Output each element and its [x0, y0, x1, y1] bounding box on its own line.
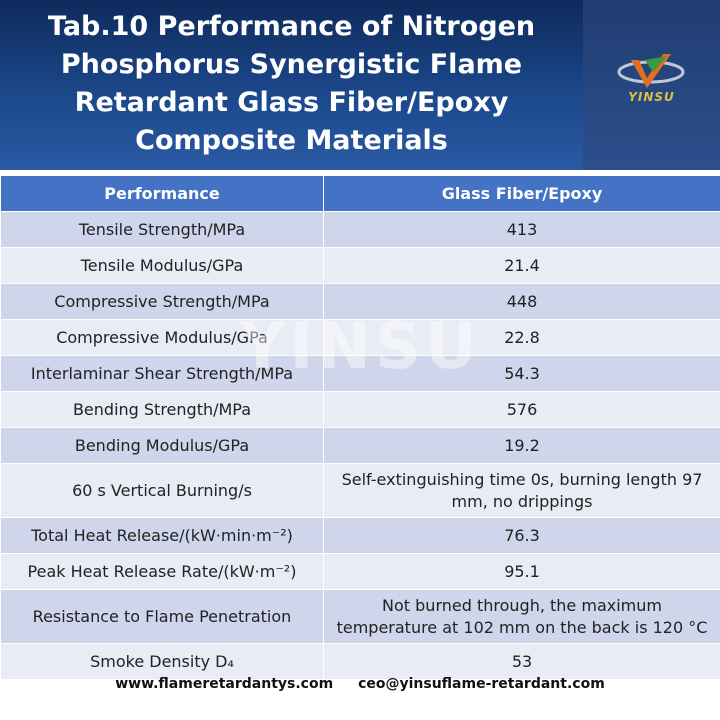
table-row: Peak Heat Release Rate/(kW·m⁻²) 95.1 [0, 553, 720, 590]
value-cell: 53 [323, 643, 720, 680]
table-row: Smoke Density D₄ 53 [0, 643, 720, 680]
table-row: Interlaminar Shear Strength/MPa 54.3 [0, 355, 720, 392]
property-cell: Tensile Modulus/GPa [0, 247, 324, 284]
table-row: Bending Modulus/GPa 19.2 [0, 427, 720, 464]
property-cell: Smoke Density D₄ [0, 643, 324, 680]
property-cell: 60 s Vertical Burning/s [0, 463, 324, 518]
logo-mark [617, 54, 685, 88]
value-cell: Self-extinguishing time 0s, burning leng… [323, 463, 720, 518]
table-row: Total Heat Release/(kW·min·m⁻²) 76.3 [0, 517, 720, 554]
value-cell: 76.3 [323, 517, 720, 554]
value-cell: 413 [323, 211, 720, 248]
property-cell: Compressive Strength/MPa [0, 283, 324, 320]
table: Performance Glass Fiber/Epoxy Tensile Str… [0, 175, 720, 680]
email: ceo@yinsuflame-retardant.com [358, 676, 605, 692]
table-row: Compressive Modulus/GPa 22.8 [0, 319, 720, 356]
property-cell: Compressive Modulus/GPa [0, 319, 324, 356]
footer: www.flameretardantys.com ceo@yinsuflame-… [0, 676, 720, 692]
table-row: Compressive Strength/MPa 448 [0, 283, 720, 320]
table-row: Tensile Strength/MPa 413 [0, 211, 720, 248]
logo-text: YINSU [628, 90, 675, 104]
table-row: Bending Strength/MPa 576 [0, 391, 720, 428]
property-cell: Resistance to Flame Penetration [0, 589, 324, 644]
property-cell: Bending Modulus/GPa [0, 427, 324, 464]
property-cell: Bending Strength/MPa [0, 391, 324, 428]
title-line: Phosphorus Synergistic Flame [60, 49, 523, 80]
website: www.flameretardantys.com [115, 676, 334, 692]
logo: YINSU [583, 0, 720, 170]
value-cell: 21.4 [323, 247, 720, 284]
property-cell: Peak Heat Release Rate/(kW·m⁻²) [0, 553, 324, 590]
value-cell: 576 [323, 391, 720, 428]
property-cell: Interlaminar Shear Strength/MPa [0, 355, 324, 392]
value-cell: Not burned through, the maximum temperat… [323, 589, 720, 644]
logo-leaf [645, 56, 667, 72]
column-header: Glass Fiber/Epoxy [323, 175, 720, 212]
value-cell: 22.8 [323, 319, 720, 356]
table-row: 60 s Vertical Burning/s Self-extinguishin… [0, 463, 720, 518]
title-line: Tab.10 Performance of Nitrogen [47, 11, 536, 42]
table-row: Tensile Modulus/GPa 21.4 [0, 247, 720, 284]
title-line: Retardant Glass Fiber/Epoxy [74, 87, 509, 118]
value-cell: 448 [323, 283, 720, 320]
property-cell: Total Heat Release/(kW·min·m⁻²) [0, 517, 324, 554]
title: Tab.10 Performance of Nitrogen Phosphorus… [0, 8, 583, 160]
header-row: Performance Glass Fiber/Epoxy [0, 175, 720, 212]
property-cell: Tensile Strength/MPa [0, 211, 324, 248]
title-line: Composite Materials [135, 125, 448, 156]
column-header: Performance [0, 175, 324, 212]
header: Tab.10 Performance of Nitrogen Phosphorus… [0, 0, 720, 170]
value-cell: 95.1 [323, 553, 720, 590]
value-cell: 54.3 [323, 355, 720, 392]
value-cell: 19.2 [323, 427, 720, 464]
table-row: Resistance to Flame Penetration Not burne… [0, 589, 720, 644]
